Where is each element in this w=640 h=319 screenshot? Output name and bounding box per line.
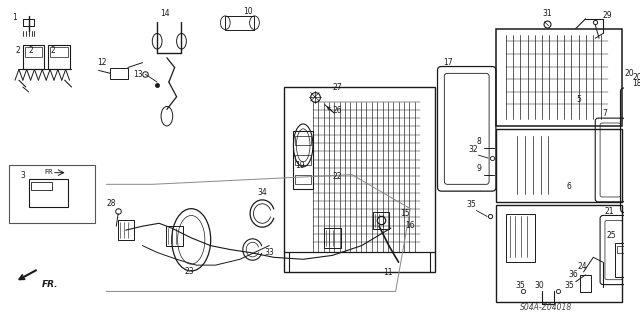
Bar xyxy=(293,131,313,189)
Text: 13: 13 xyxy=(133,70,143,79)
Text: 21: 21 xyxy=(605,206,614,216)
Text: 18: 18 xyxy=(632,79,640,88)
Bar xyxy=(580,275,591,293)
Bar xyxy=(296,136,311,145)
Text: 20: 20 xyxy=(625,69,634,78)
Text: 34: 34 xyxy=(257,188,267,197)
Text: 5: 5 xyxy=(577,94,582,104)
Bar xyxy=(296,155,311,165)
Text: 19: 19 xyxy=(296,161,305,170)
Text: 2: 2 xyxy=(15,46,20,55)
Text: S04A-Z04018: S04A-Z04018 xyxy=(520,303,573,312)
Bar xyxy=(225,16,255,30)
Text: 6: 6 xyxy=(566,182,571,191)
Text: 35: 35 xyxy=(467,200,476,209)
Text: 31: 31 xyxy=(543,9,552,18)
Bar xyxy=(506,213,535,262)
Text: 26: 26 xyxy=(332,106,342,115)
Text: 2: 2 xyxy=(50,46,55,55)
Text: 3: 3 xyxy=(21,171,26,180)
Text: 8: 8 xyxy=(476,137,481,146)
Bar xyxy=(118,220,134,240)
Text: FR.: FR. xyxy=(42,279,59,289)
Bar xyxy=(50,47,68,57)
Text: 35: 35 xyxy=(515,281,525,291)
Bar xyxy=(25,47,42,57)
Text: 25: 25 xyxy=(607,231,616,240)
Bar xyxy=(166,226,184,246)
Text: FR: FR xyxy=(44,169,53,175)
Bar xyxy=(48,45,70,70)
Bar xyxy=(373,211,389,229)
Text: 27: 27 xyxy=(332,83,342,92)
Bar xyxy=(496,29,623,126)
Text: 7: 7 xyxy=(602,109,607,118)
Bar xyxy=(614,243,634,277)
Text: 14: 14 xyxy=(160,9,170,18)
Bar xyxy=(496,205,623,302)
Bar xyxy=(496,129,623,202)
Text: 33: 33 xyxy=(264,249,274,257)
Bar xyxy=(9,165,95,223)
Bar xyxy=(296,174,311,184)
Bar xyxy=(111,68,128,79)
Text: 2: 2 xyxy=(29,46,33,55)
Bar xyxy=(31,182,52,190)
Text: 23: 23 xyxy=(184,267,194,276)
Text: 32: 32 xyxy=(468,145,478,154)
Text: 9: 9 xyxy=(476,164,481,173)
Text: 10: 10 xyxy=(243,7,252,16)
Text: 30: 30 xyxy=(535,281,545,291)
Text: 20: 20 xyxy=(632,73,640,82)
Text: 28: 28 xyxy=(106,199,116,208)
Text: 35: 35 xyxy=(564,281,574,291)
Text: 11: 11 xyxy=(383,268,392,277)
Bar xyxy=(23,45,44,70)
Text: 17: 17 xyxy=(444,58,453,67)
Bar xyxy=(29,180,68,207)
Text: 24: 24 xyxy=(578,262,588,271)
Bar xyxy=(324,228,341,248)
Text: 12: 12 xyxy=(97,58,106,67)
Text: 15: 15 xyxy=(401,210,410,219)
Text: 1: 1 xyxy=(13,13,17,22)
Bar xyxy=(616,246,632,253)
Bar xyxy=(284,87,435,272)
Text: 29: 29 xyxy=(602,11,612,20)
Text: 36: 36 xyxy=(568,270,578,279)
Text: 16: 16 xyxy=(405,221,415,230)
Text: 22: 22 xyxy=(332,173,342,182)
